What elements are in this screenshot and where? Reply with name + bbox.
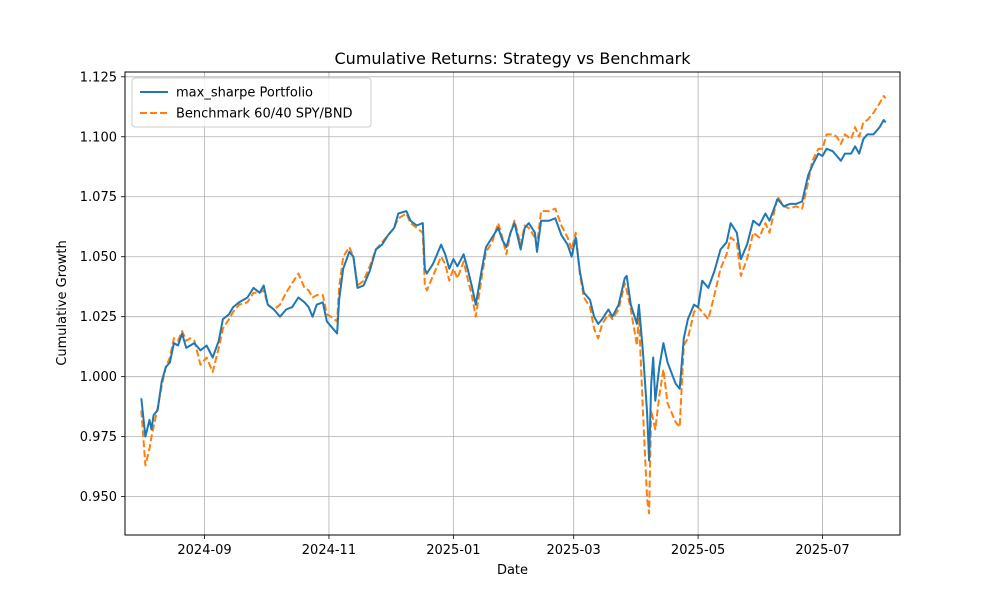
plot-frame <box>124 71 901 536</box>
x-tick-label: 2024-09 <box>177 543 231 558</box>
series-line-benchmark <box>140 95 887 515</box>
legend: max_sharpe Portfolio Benchmark 60/40 SPY… <box>131 77 372 128</box>
y-tick-label: 1.100 <box>80 130 117 145</box>
x-tick-label: 2025-01 <box>426 543 480 558</box>
chart-title: Cumulative Returns: Strategy vs Benchmar… <box>335 49 692 68</box>
x-tick-label: 2025-07 <box>795 543 849 558</box>
grid <box>125 72 900 535</box>
x-tick-label: 2025-05 <box>671 543 725 558</box>
y-axis-title: Cumulative Growth <box>55 240 70 365</box>
legend-label-benchmark: Benchmark 60/40 SPY/BND <box>176 107 353 122</box>
y-tick-label: 1.125 <box>80 70 117 85</box>
y-tick-label: 1.050 <box>80 250 117 265</box>
x-axis-title: Date <box>497 563 528 578</box>
y-tick-label: 1.025 <box>80 310 117 325</box>
y-tick-label: 1.075 <box>80 190 117 205</box>
y-tick-label: 1.000 <box>80 370 117 385</box>
y-tick-label: 0.950 <box>80 490 117 505</box>
axis-ticks: 2024-09 2024-11 2025-01 2025-03 2025-05 2025-… <box>80 70 850 558</box>
series-layer <box>140 95 887 515</box>
legend-label-strategy: max_sharpe Portfolio <box>176 86 313 101</box>
x-tick-label: 2024-11 <box>302 543 356 558</box>
y-tick-label: 0.975 <box>80 430 117 445</box>
series-line-strategy <box>140 119 887 462</box>
legend-box <box>131 77 372 128</box>
x-tick-label: 2025-03 <box>547 543 601 558</box>
